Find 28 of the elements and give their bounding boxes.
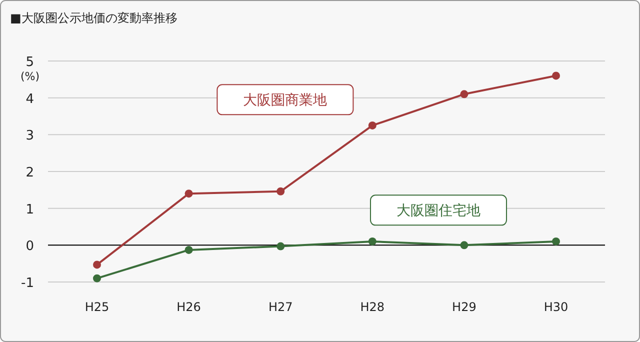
y-tick-label: 3: [26, 128, 34, 144]
point: [552, 72, 560, 80]
series-label: 大阪圏住宅地: [396, 203, 480, 220]
point: [93, 274, 101, 282]
x-tick-label: H26: [176, 300, 201, 314]
y-tick-label: 4: [26, 92, 34, 107]
y-tick-label: -1: [21, 276, 34, 291]
point: [184, 246, 193, 254]
point: [276, 187, 285, 196]
y-tick-label: 2: [26, 166, 34, 180]
x-tick-label: H29: [452, 300, 476, 314]
point: [276, 242, 285, 250]
y-tick-label: 5: [26, 55, 34, 70]
y-tick-label: 0: [26, 239, 34, 254]
point: [184, 190, 193, 198]
point: [368, 237, 376, 246]
point: [460, 90, 468, 98]
point: [93, 260, 101, 269]
point: [368, 121, 376, 130]
point: [552, 237, 560, 246]
x-tick-label: H27: [268, 300, 293, 314]
y-tick-label: 1: [26, 202, 34, 218]
x-tick-label: H30: [544, 300, 568, 314]
y-axis-title: (%): [20, 70, 40, 83]
chart-title: ■大阪圏公示地価の変動率推移: [10, 11, 178, 25]
x-tick-label: H28: [360, 300, 385, 314]
point: [460, 241, 468, 250]
x-tick-label: H25: [84, 300, 110, 314]
